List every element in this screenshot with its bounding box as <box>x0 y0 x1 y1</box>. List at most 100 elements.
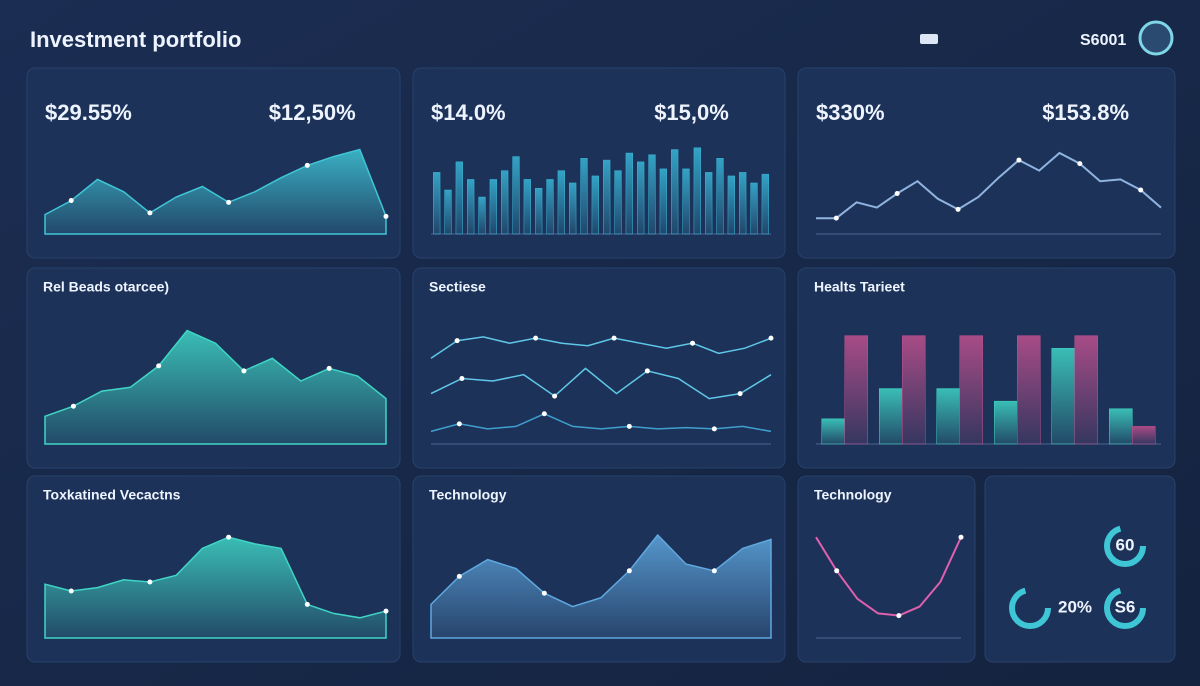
panel <box>412 267 786 469</box>
point <box>383 213 389 219</box>
panel <box>984 475 1176 663</box>
point <box>456 573 462 579</box>
point <box>611 335 617 341</box>
point <box>156 363 162 369</box>
point <box>626 423 632 429</box>
bar <box>936 388 960 445</box>
bar <box>614 170 622 235</box>
ring <box>1009 587 1051 629</box>
bar <box>821 418 845 445</box>
stat-value: $12,50% <box>269 100 356 125</box>
panel <box>797 475 976 663</box>
point <box>226 199 232 205</box>
ring-label: 60 <box>1116 535 1135 554</box>
panel <box>797 67 1176 259</box>
bar <box>682 168 690 235</box>
bar <box>659 168 667 235</box>
bar <box>727 175 735 235</box>
panel-title: Rel Beads otarcee) <box>43 279 169 295</box>
bar <box>603 159 611 235</box>
point <box>541 411 547 417</box>
point <box>326 365 332 371</box>
bar <box>625 152 633 235</box>
point <box>833 215 839 221</box>
point <box>711 426 717 432</box>
stat-value: $15,0% <box>654 100 729 125</box>
point <box>768 335 774 341</box>
point <box>737 391 743 397</box>
point <box>304 162 310 168</box>
point <box>533 335 539 341</box>
avatar[interactable] <box>1138 20 1174 56</box>
point <box>241 368 247 374</box>
bar <box>648 154 656 235</box>
point <box>147 210 153 216</box>
bar <box>761 173 769 235</box>
bar <box>557 170 565 235</box>
bar <box>455 161 463 235</box>
bar <box>444 189 452 235</box>
area <box>44 536 387 639</box>
point <box>459 375 465 381</box>
bar <box>580 158 588 235</box>
bar <box>671 149 679 235</box>
point <box>894 191 900 197</box>
point <box>1077 161 1083 167</box>
ring <box>1104 525 1146 567</box>
point <box>711 568 717 574</box>
bar <box>637 161 645 235</box>
area <box>44 148 387 235</box>
point <box>147 579 153 585</box>
bar <box>569 182 577 235</box>
point <box>896 613 902 619</box>
stat-value: $330% <box>816 100 885 125</box>
point <box>1138 187 1144 193</box>
bar <box>512 156 520 235</box>
point <box>68 198 74 204</box>
ring-label: 20% <box>1058 597 1092 616</box>
point <box>958 534 964 540</box>
ring <box>1104 587 1146 629</box>
line <box>430 336 772 359</box>
line <box>430 367 772 400</box>
stat-value: $153.8% <box>1042 100 1129 125</box>
bar <box>716 158 724 235</box>
panel-title: Sectiese <box>429 279 486 295</box>
stat-value: $14.0% <box>431 100 506 125</box>
bar <box>994 400 1018 445</box>
point <box>70 403 76 409</box>
bar <box>1109 408 1133 445</box>
area <box>430 533 772 639</box>
point <box>541 590 547 596</box>
account[interactable]: S6001 <box>1080 32 1126 49</box>
page-title: Investment portfolio <box>30 27 241 52</box>
bar <box>693 147 701 235</box>
bar <box>902 335 926 445</box>
stat-value: $29.55% <box>45 100 132 125</box>
panel-title: Technology <box>814 487 892 503</box>
point <box>834 568 840 574</box>
line <box>816 151 1162 220</box>
area <box>44 329 387 445</box>
point <box>690 340 696 346</box>
bar <box>523 179 531 235</box>
bar <box>705 172 713 235</box>
bar <box>1132 426 1156 445</box>
point <box>454 338 460 344</box>
panel-title: Technology <box>429 487 507 503</box>
bar <box>535 187 543 235</box>
bar <box>1074 335 1098 445</box>
point <box>456 421 462 427</box>
bar <box>478 196 486 235</box>
badge[interactable] <box>920 34 938 44</box>
point <box>552 393 558 399</box>
point <box>1016 157 1022 163</box>
bar <box>750 182 758 235</box>
bar <box>433 172 441 235</box>
bar <box>739 172 747 235</box>
point <box>68 588 74 594</box>
bar <box>1051 347 1075 445</box>
panel-title: Healts Tarieet <box>814 279 905 295</box>
panel-title: Toxkatined Vecactns <box>43 487 181 503</box>
